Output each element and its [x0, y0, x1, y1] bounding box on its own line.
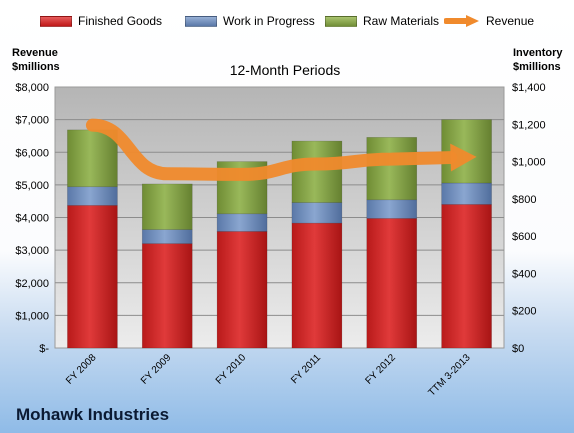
right-axis-tick-label: $200	[512, 306, 536, 318]
right-axis-tick-label: $1,000	[512, 157, 546, 169]
left-axis-tick-label: $-	[39, 343, 49, 355]
bar-finished-goods	[67, 205, 118, 349]
right-axis-tick-label: $1,400	[512, 82, 546, 94]
left-axis-title-line2: $millions	[12, 61, 60, 73]
raw-materials-swatch	[325, 15, 357, 27]
left-axis-title: Revenue $millions	[12, 46, 72, 74]
left-axis-tick-label: $4,000	[15, 213, 49, 225]
right-axis-tick-label: $400	[512, 268, 536, 280]
right-axis-tick-label: $600	[512, 231, 536, 243]
left-axis-tick-label: $8,000	[15, 82, 49, 94]
x-axis-tick-label: FY 2009	[139, 352, 174, 387]
bar-raw-materials	[366, 137, 418, 201]
bar-finished-goods	[441, 204, 492, 349]
bar-work-in-progress	[366, 199, 418, 219]
left-axis-tick-label: $6,000	[15, 147, 49, 159]
left-axis-tick-label: $7,000	[15, 115, 49, 127]
bar-work-in-progress	[291, 202, 343, 224]
bar-finished-goods	[216, 231, 268, 349]
right-axis-tick-label: $0	[512, 343, 524, 355]
bar-raw-materials	[291, 140, 343, 203]
bar-finished-goods	[291, 222, 343, 349]
right-axis-title-line2: $millions	[513, 61, 561, 73]
finished-goods-swatch	[40, 15, 72, 27]
right-axis-title-line1: Inventory	[513, 47, 563, 59]
bar-work-in-progress	[216, 213, 268, 232]
left-axis-tick-label: $2,000	[15, 278, 49, 290]
legend-item-finished-goods: Finished Goods	[40, 14, 162, 28]
legend-label-revenue: Revenue	[486, 14, 535, 28]
legend-item-raw-materials: Raw Materials	[325, 14, 439, 28]
company-name: Mohawk Industries	[16, 405, 170, 424]
right-axis-tick-label: $800	[512, 194, 536, 206]
legend-label-raw-materials: Raw Materials	[363, 14, 440, 28]
revenue-arrow-icon	[444, 15, 479, 27]
bar-raw-materials	[141, 183, 193, 230]
left-axis-tick-label: $1,000	[15, 310, 49, 322]
bar-work-in-progress	[441, 182, 492, 205]
left-axis-title-line1: Revenue	[12, 47, 58, 59]
x-axis-tick-label: FY 2010	[214, 352, 249, 387]
left-axis-tick-label: $5,000	[15, 180, 49, 192]
legend-item-revenue: Revenue	[444, 14, 534, 28]
right-axis-tick-label: $1,200	[512, 119, 546, 131]
x-axis-tick-label: FY 2011	[289, 352, 323, 386]
bar-finished-goods	[366, 218, 418, 349]
x-axis-tick-label: FY 2008	[64, 352, 99, 387]
revenue-arrowhead	[450, 143, 477, 172]
legend-label-work-in-progress: Work in Progress	[223, 14, 315, 28]
bar-finished-goods	[141, 243, 193, 349]
bar-raw-materials	[67, 129, 118, 188]
x-axis-tick-label: FY 2012	[363, 352, 398, 387]
legend-item-work-in-progress: Work in Progress	[185, 14, 315, 28]
legend-label-finished-goods: Finished Goods	[78, 14, 163, 28]
revenue-line	[85, 118, 458, 181]
work-in-progress-swatch	[185, 15, 217, 27]
left-axis-tick-label: $3,000	[15, 245, 49, 257]
x-axis-tick-label: TTM 3-2013	[426, 352, 473, 399]
bar-work-in-progress	[141, 229, 193, 244]
chart-title: 12-Month Periods	[229, 62, 341, 78]
bar-work-in-progress	[67, 186, 118, 206]
right-axis-title: Inventory $millions	[513, 46, 573, 74]
